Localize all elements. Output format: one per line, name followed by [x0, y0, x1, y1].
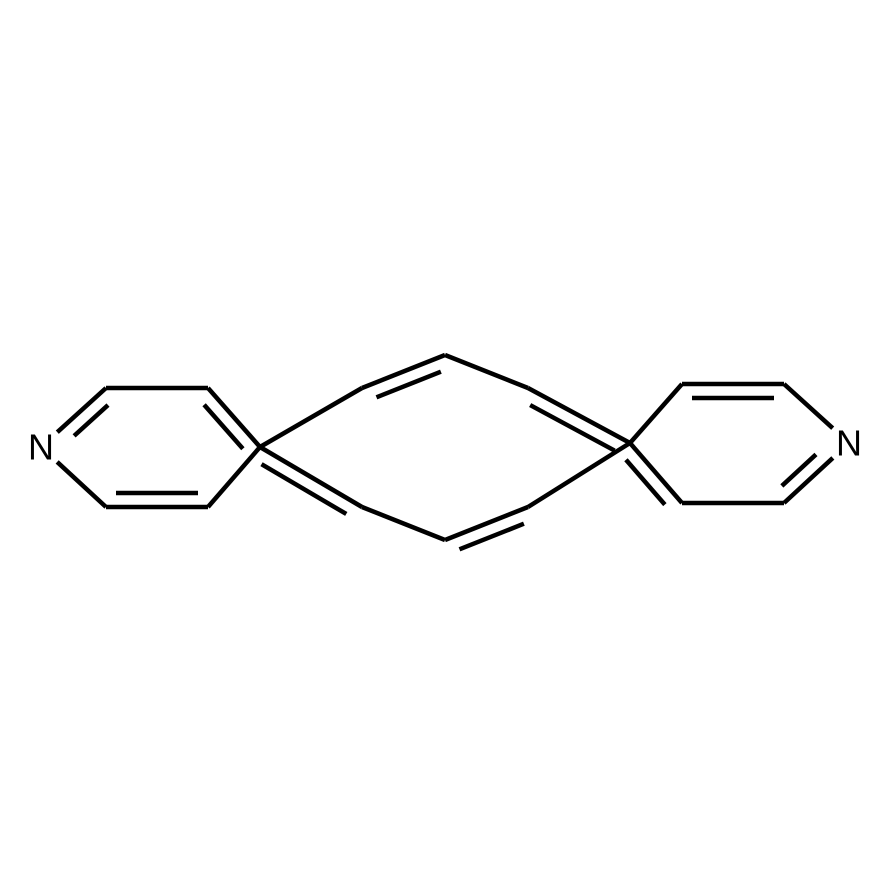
atom-label-n: N	[836, 423, 862, 464]
chemical-structure-diagram: NN	[0, 0, 890, 890]
atom-label-n: N	[28, 427, 54, 468]
